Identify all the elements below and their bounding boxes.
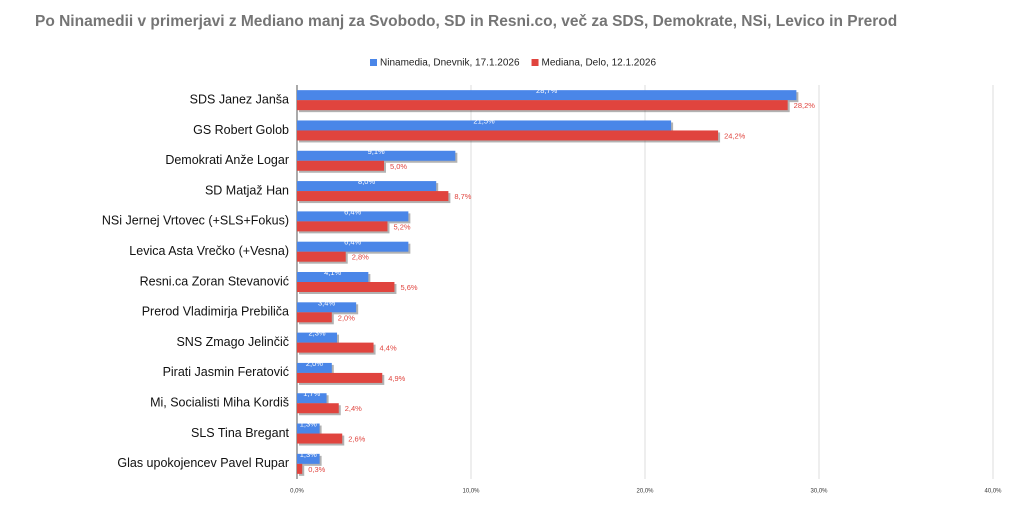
x-tick-label: 40,0%: [984, 489, 1002, 495]
y-tick-label: Resni.ca Zoran Stevanović: [140, 274, 289, 288]
bar: [297, 423, 320, 434]
chart-title: Po Ninamedii v primerjavi z Mediano manj…: [35, 13, 897, 30]
y-tick-label: Prerod Vladimirja Prebiliča: [142, 305, 289, 319]
bar: [297, 181, 437, 192]
y-tick-label: Levica Asta Vrečko (+Vesna): [129, 244, 289, 258]
y-tick-label: SLS Tina Bregant: [191, 426, 290, 440]
data-label: 28,2%: [794, 101, 816, 110]
legend-label: Ninamedia, Dnevnik, 17.1.2026: [380, 58, 520, 69]
x-tick-label: 10,0%: [462, 489, 480, 495]
data-label: 2,8%: [352, 253, 369, 262]
data-label: 2,3%: [308, 329, 325, 338]
y-tick-label: SNS Zmago Jelinčič: [176, 335, 289, 349]
bar: [297, 130, 719, 141]
data-label: 1,3%: [300, 450, 317, 459]
y-tick-label: SDS Janez Janša: [190, 92, 289, 106]
bar: [297, 90, 797, 101]
data-label: 21,5%: [473, 116, 495, 125]
bar: [297, 241, 409, 252]
bar: [297, 191, 449, 202]
data-label: 1,3%: [300, 420, 317, 429]
y-tick-label: NSi Jernej Vrtovec (+SLS+Fokus): [102, 214, 289, 228]
y-tick-label: Pirati Jasmin Feratović: [163, 365, 289, 379]
data-label: 24,2%: [724, 131, 746, 140]
bar: [297, 282, 395, 292]
y-tick-label: GS Robert Golob: [193, 123, 289, 137]
bar: [297, 251, 346, 262]
legend-swatch: [370, 59, 377, 66]
bar: [297, 332, 338, 343]
data-label: 3,4%: [318, 298, 335, 307]
data-label: 5,2%: [393, 222, 410, 231]
data-label: 4,4%: [380, 344, 397, 353]
y-tick-label: Mi, Socialisti Miha Kordiš: [150, 396, 289, 410]
data-label: 2,4%: [345, 404, 362, 413]
x-tick-label: 0,0%: [290, 489, 304, 495]
y-tick-label: SD Matjaž Han: [205, 183, 289, 197]
bar: [297, 302, 357, 313]
bar: [297, 272, 369, 282]
data-label: 5,0%: [390, 162, 407, 171]
bar: [297, 362, 332, 373]
data-label: 0,3%: [308, 465, 325, 474]
data-label: 28,7%: [536, 86, 558, 95]
bar: [297, 393, 327, 404]
legend-label: Mediana, Delo, 12.1.2026: [542, 58, 657, 69]
bar: [297, 100, 788, 111]
data-label: 9,1%: [368, 147, 385, 156]
bar: [297, 453, 320, 464]
bar: [297, 150, 456, 161]
data-label: 4,1%: [324, 268, 341, 277]
bar: [297, 160, 384, 171]
bar: [297, 403, 339, 414]
y-tick-label: Demokrati Anže Logar: [165, 153, 289, 167]
data-label: 6,4%: [344, 238, 361, 247]
data-label: 6,4%: [344, 207, 361, 216]
bar: [297, 372, 383, 383]
data-label: 2,0%: [338, 313, 355, 322]
x-tick-label: 30,0%: [810, 489, 828, 495]
bar: [297, 433, 343, 444]
y-tick-label: Glas upokojencev Pavel Rupar: [117, 456, 289, 470]
bar: [297, 312, 332, 323]
bar: [297, 463, 303, 474]
bar: [297, 221, 388, 232]
bar: [297, 120, 672, 131]
data-label: 4,9%: [388, 374, 405, 383]
data-label: 8,0%: [358, 177, 375, 186]
bar: [297, 211, 409, 222]
data-label: 8,7%: [454, 192, 471, 201]
data-label: 5,6%: [400, 283, 417, 292]
x-tick-label: 20,0%: [636, 489, 654, 495]
legend-swatch: [531, 59, 539, 66]
data-label: 1,7%: [303, 389, 320, 398]
data-label: 2,6%: [348, 435, 365, 444]
bar: [297, 342, 374, 353]
data-label: 2,0%: [306, 359, 323, 368]
